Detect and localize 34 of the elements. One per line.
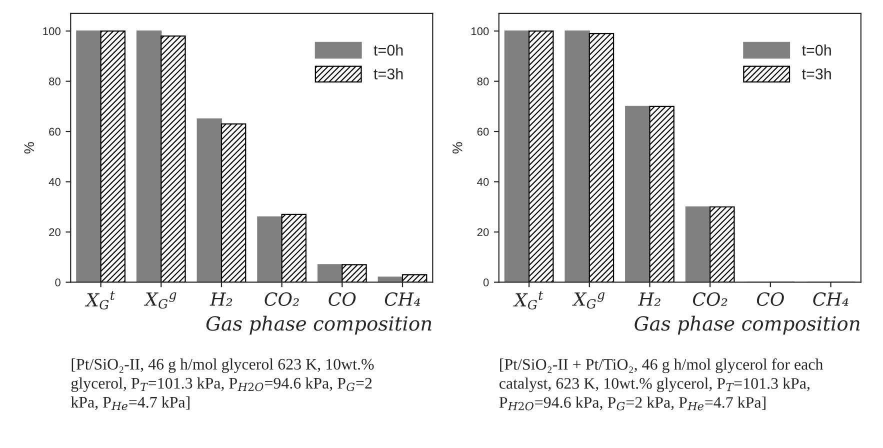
x-tick-label: CO [328, 292, 356, 306]
y-tick-label: 60 [49, 128, 60, 136]
x-tick-label: CH₄ [813, 292, 848, 306]
y-tick-label: 100 [43, 27, 60, 36]
y-tick-label: 0 [483, 278, 489, 286]
x-tick-label: CO₂ [692, 292, 728, 306]
legend-label: t=3h [374, 68, 403, 80]
x-tick-label: CO₂ [264, 292, 299, 306]
x-tick-label: CO [756, 292, 784, 306]
x-tick-label: H₂ [210, 292, 232, 306]
y-tick-label: 0 [55, 278, 60, 286]
y-axis-title: % [452, 142, 462, 154]
x-axis-title: Gas phase composition [634, 316, 860, 335]
y-tick-label: 80 [49, 78, 60, 86]
text: [Pt/SiO₂-II + Pt/TiO₂, 46 g h/mol glycerol for each catalyst, 623 K, 10wt.% glycerol, P$_{T}$=101.3 kPa, P$_{H2O}$=94.6 kPa, P$_{G}$=2 kPa, P$_{He}$=4.7 kPa] [499, 358, 824, 410]
legend-label: t=0h [802, 44, 831, 56]
x-tick-label: X$_{G}$$^{g}$ [572, 292, 605, 309]
text: [Pt/SiO₂-II, 46 g h/mol glycerol 623 K, 10wt.% glycerol, P$_{T}$=101.3 kPa, P$_{H2O}$=94.6 kPa, P$_{G}$=2 kPa, P$_{He}$=4.7 kPa] [70, 358, 374, 410]
y-tick-label: 40 [477, 178, 489, 186]
x-tick-label: CH₄ [384, 292, 420, 306]
y-tick-label: 40 [48, 178, 60, 186]
legend-label: t=3h [802, 68, 831, 80]
x-tick-label: X$_{G}$$^{g}$ [144, 292, 176, 309]
x-tick-label: X$_{G}$$^{t}$ [513, 291, 544, 310]
y-tick-label: 80 [477, 78, 489, 86]
y-tick-label: 20 [49, 228, 60, 236]
y-axis-title: % [24, 142, 34, 154]
x-tick-label: H₂ [638, 292, 660, 306]
x-tick-label: X$_{G}$$^{t}$ [84, 291, 115, 310]
y-tick-label: 60 [477, 128, 489, 136]
y-tick-label: 20 [477, 228, 489, 236]
x-axis-title: Gas phase composition [206, 316, 432, 335]
legend-label: t=0h [374, 44, 403, 56]
y-tick-label: 100 [471, 27, 489, 36]
